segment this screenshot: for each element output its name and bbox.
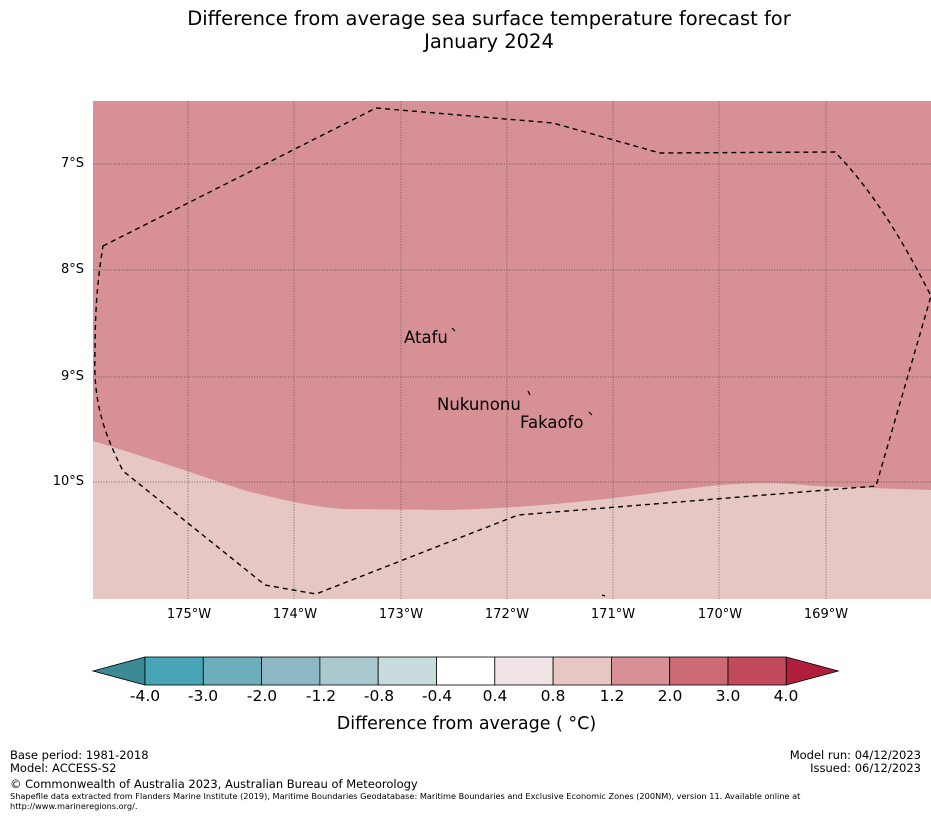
colorbar-cell xyxy=(669,656,729,686)
issued-date: Issued: 06/12/2023 xyxy=(810,761,921,775)
colorbar-cell xyxy=(319,656,379,686)
lat-label-10s: 10°S xyxy=(52,474,84,489)
lat-label-7s: 7°S xyxy=(60,156,84,171)
model-name: Model: ACCESS-S2 xyxy=(10,761,117,775)
title-line-1: Difference from average sea surface temp… xyxy=(187,7,791,30)
shapefile-note: Shapefile data extracted from Flanders M… xyxy=(10,791,801,811)
place-label-fakaofo: Fakaofo xyxy=(520,413,584,432)
colorbar-cell xyxy=(611,656,671,686)
place-label-atafu: Atafu xyxy=(404,328,448,347)
colorbar-tick-label: -3.0 xyxy=(187,687,219,705)
colorbar-cell xyxy=(261,656,321,686)
colorbar-tick-label: 4.0 xyxy=(773,687,799,705)
colorbar-cell xyxy=(727,656,787,686)
colorbar-cell xyxy=(436,656,496,686)
colorbar-tick-label: -0.8 xyxy=(363,687,395,705)
colorbar-tick-label: -0.4 xyxy=(421,687,453,705)
colorbar-tick-label: -2.0 xyxy=(246,687,278,705)
colorbar xyxy=(91,656,840,686)
colorbar-cell xyxy=(377,656,437,686)
eez-boundary xyxy=(94,107,931,595)
lon-label-174w: 174°W xyxy=(272,607,318,622)
lon-label-175w: 175°W xyxy=(166,607,212,622)
lon-label-171w: 171°W xyxy=(590,607,636,622)
model-run: Model run: 04/12/2023 xyxy=(789,748,921,762)
fakaofo-island xyxy=(588,411,593,416)
base-period: Base period: 1981-2018 xyxy=(10,748,149,762)
colorbar-extend-min xyxy=(91,656,146,686)
island-markers xyxy=(451,327,606,597)
colorbar-title: Difference from average ( °C) xyxy=(336,714,597,734)
map-panel xyxy=(93,101,931,599)
colorbar-tick-label: 0.8 xyxy=(540,687,566,705)
lat-label-8s: 8°S xyxy=(60,262,84,277)
lon-label-173w: 173°W xyxy=(378,607,424,622)
colorbar-cells xyxy=(91,656,840,686)
place-label-nukunonu: Nukunonu xyxy=(437,395,521,414)
chart-title: Difference from average sea surface temp… xyxy=(0,7,931,53)
colorbar-tick-label: 2.0 xyxy=(657,687,683,705)
colorbar-tick-label: 0.4 xyxy=(482,687,508,705)
lon-label-169w: 169°W xyxy=(803,607,849,622)
islet-mark xyxy=(601,594,606,597)
colorbar-cell xyxy=(494,656,554,686)
colorbar-tick-label: -1.2 xyxy=(305,687,337,705)
lat-label-9s: 9°S xyxy=(60,369,84,384)
colorbar-cell xyxy=(202,656,263,686)
lon-label-172w: 172°W xyxy=(484,607,530,622)
lon-label-170w: 170°W xyxy=(697,607,743,622)
colorbar-cell xyxy=(144,656,204,686)
title-line-2: January 2024 xyxy=(424,30,554,53)
copyright: © Commonwealth of Australia 2023, Austra… xyxy=(10,777,418,791)
nukunonu-island xyxy=(527,390,531,396)
atafu-island xyxy=(451,327,456,332)
colorbar-tick-label: 3.0 xyxy=(715,687,741,705)
graticule xyxy=(93,101,931,599)
colorbar-tick-label: 1.2 xyxy=(599,687,625,705)
colorbar-tick-label: -4.0 xyxy=(129,687,161,705)
colorbar-extend-max xyxy=(785,656,840,686)
colorbar-cell xyxy=(552,656,612,686)
anomaly-region-south xyxy=(93,441,931,599)
